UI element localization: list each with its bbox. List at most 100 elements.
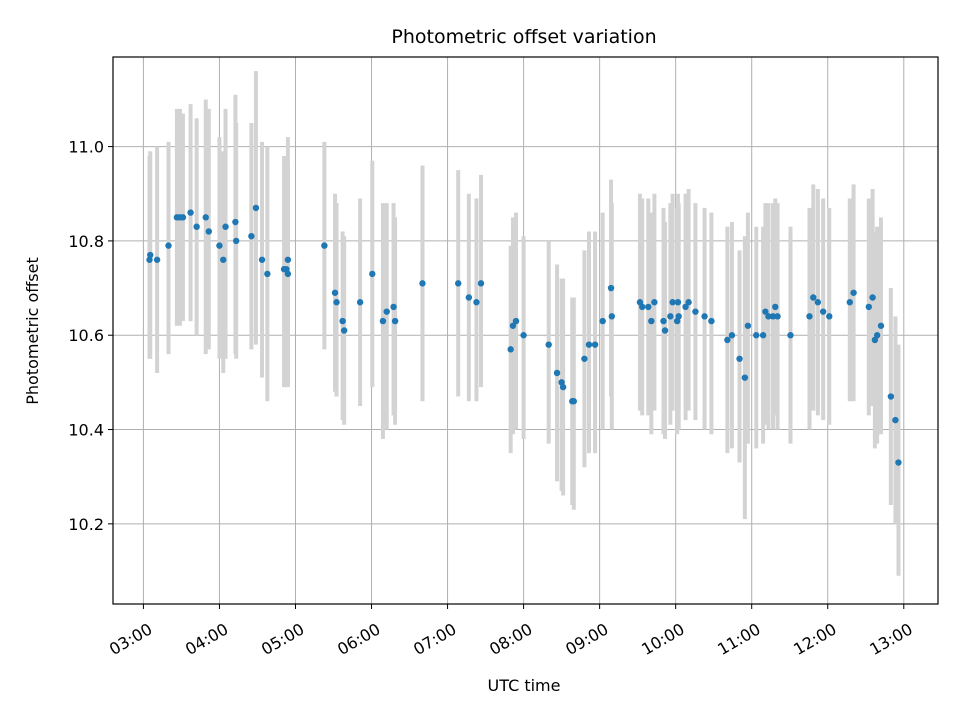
data-point xyxy=(892,416,899,424)
y-tick-label: 10.6 xyxy=(68,326,104,345)
data-point xyxy=(232,237,240,245)
data-point xyxy=(895,459,902,466)
data-point xyxy=(465,294,473,301)
data-point xyxy=(660,317,667,325)
data-point xyxy=(648,317,655,325)
data-point xyxy=(202,214,209,221)
data-point xyxy=(814,299,822,306)
data-point xyxy=(390,303,397,311)
data-point xyxy=(222,223,229,230)
data-point xyxy=(887,393,895,400)
data-point xyxy=(369,270,376,278)
data-point xyxy=(570,398,577,405)
data-point xyxy=(736,355,743,362)
data-point xyxy=(383,308,390,315)
data-point xyxy=(869,294,876,301)
data-point xyxy=(774,313,781,320)
y-tick-label: 10.2 xyxy=(68,515,104,534)
data-point xyxy=(667,313,674,320)
data-point xyxy=(759,332,767,339)
data-point xyxy=(806,313,813,320)
data-point xyxy=(669,299,676,306)
data-point xyxy=(645,303,652,311)
data-point xyxy=(692,308,699,315)
data-point xyxy=(708,317,715,325)
data-point xyxy=(248,232,255,240)
data-point xyxy=(585,341,593,348)
data-point xyxy=(512,317,520,325)
data-point xyxy=(581,355,588,362)
data-point xyxy=(264,270,271,278)
data-point xyxy=(685,299,692,306)
data-point xyxy=(356,299,364,306)
data-point xyxy=(873,332,881,339)
data-point xyxy=(258,256,266,263)
data-point xyxy=(391,317,399,325)
data-point xyxy=(509,322,517,329)
chart-title: Photometric offset variation xyxy=(391,26,656,48)
data-point xyxy=(187,209,194,216)
data-points xyxy=(146,204,902,466)
plot-frame xyxy=(112,56,939,605)
data-point xyxy=(787,332,794,339)
data-point xyxy=(473,299,480,306)
data-point xyxy=(762,308,769,315)
data-point xyxy=(477,280,485,287)
data-point xyxy=(379,317,387,325)
data-point xyxy=(507,346,514,353)
data-point xyxy=(675,313,682,320)
data-point xyxy=(769,313,777,320)
data-point xyxy=(850,289,857,296)
data-point xyxy=(591,341,599,348)
data-point xyxy=(826,313,833,320)
y-axis-label: Photometric offset xyxy=(23,257,42,405)
data-point xyxy=(674,299,682,306)
data-point xyxy=(810,294,817,301)
data-point xyxy=(284,256,292,263)
y-tick-label: 10.4 xyxy=(68,421,104,440)
data-point xyxy=(340,327,348,334)
data-point xyxy=(682,303,689,311)
data-point xyxy=(165,242,172,249)
data-point xyxy=(559,383,567,391)
y-tick-label: 11.0 xyxy=(68,138,104,157)
data-point xyxy=(216,242,223,249)
data-point xyxy=(193,223,200,230)
data-point xyxy=(728,332,736,339)
data-point xyxy=(765,313,772,320)
data-point xyxy=(819,308,827,315)
data-point xyxy=(772,303,779,311)
data-point xyxy=(179,214,187,221)
data-point xyxy=(520,332,527,339)
y-tick-label: 10.8 xyxy=(68,232,104,251)
data-point xyxy=(846,299,853,306)
y-axis-ticks: 10.2 10.4 10.6 10.8 11.0 xyxy=(68,138,113,534)
data-point xyxy=(599,317,606,325)
data-point xyxy=(232,218,239,226)
data-point xyxy=(220,256,227,263)
data-point xyxy=(651,299,658,306)
data-point xyxy=(205,228,213,235)
data-point xyxy=(753,332,760,339)
data-point xyxy=(701,313,708,320)
data-point xyxy=(741,374,749,381)
data-point xyxy=(877,322,885,329)
data-point xyxy=(331,289,339,296)
data-point xyxy=(661,327,669,334)
data-point xyxy=(865,303,873,311)
data-point xyxy=(553,369,561,377)
data-point xyxy=(252,204,260,212)
data-point xyxy=(321,242,328,249)
data-point xyxy=(455,280,462,287)
data-point xyxy=(545,341,552,348)
data-point xyxy=(607,284,615,292)
data-point xyxy=(724,336,731,344)
data-point xyxy=(339,317,346,325)
data-point xyxy=(147,251,154,259)
x-axis-label: UTC time xyxy=(488,676,561,695)
data-point xyxy=(333,299,340,306)
data-point xyxy=(639,303,646,311)
data-point xyxy=(419,280,426,287)
data-point xyxy=(744,322,752,329)
